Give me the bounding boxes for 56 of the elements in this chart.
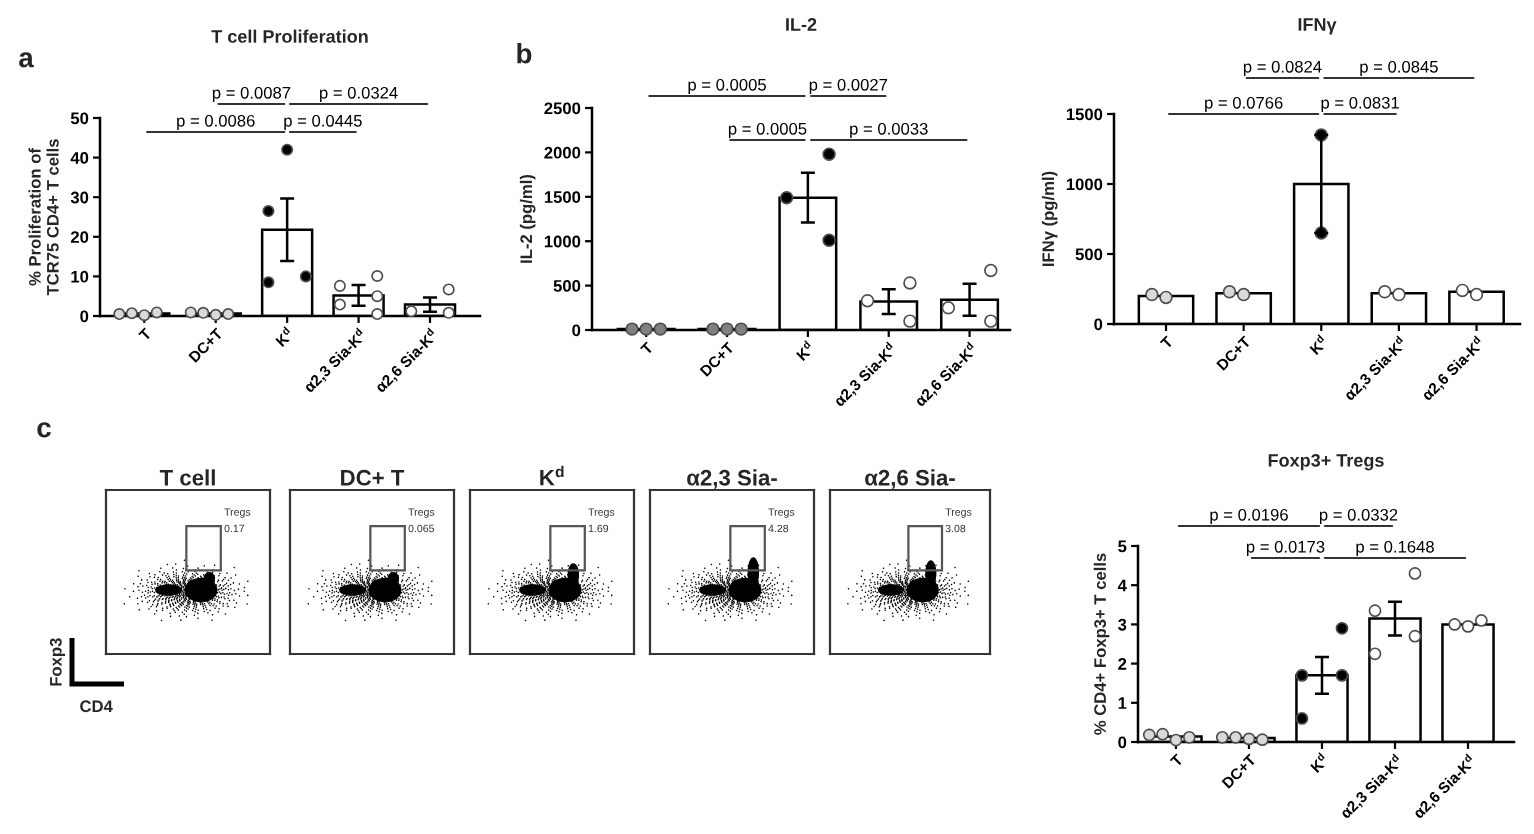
chart-title: IFNγ (1298, 18, 1337, 35)
y-tick-label: 2 (1118, 658, 1127, 670)
text: p = 0.0196 (1210, 508, 1288, 524)
text: α2,6 Sia- (865, 469, 955, 489)
y-axis-title: % Proliferation of TCR75 CD4+ T cells (28, 139, 59, 296)
text: a (19, 52, 34, 68)
text: T cell (159, 469, 215, 486)
chart-title: IL-2 (786, 18, 817, 31)
y-tick-label: 500 (1075, 248, 1103, 261)
y-tick-label: 0 (572, 324, 581, 337)
y-tick-label: 0 (80, 310, 89, 323)
y-tick-label: 1500 (1066, 108, 1103, 121)
text: p = 0.0005 (688, 78, 766, 94)
text: b (517, 43, 532, 64)
text: p = 0.0087 (212, 86, 291, 102)
chart-title: Foxp3+ Tregs (1268, 453, 1384, 471)
y-tick-label: 4 (1117, 579, 1127, 592)
annotation: p = 0.1648 (1356, 540, 1434, 556)
y-tick-label: 1000 (544, 235, 581, 248)
y-tick-label: 20 (70, 231, 89, 243)
annotation: p = 0.0005 (728, 122, 807, 138)
y-axis-title: IL-2 (pg/ml) (519, 174, 536, 263)
text: p = 0.0324 (320, 86, 398, 102)
y-tick-label: 50 (70, 112, 89, 125)
y-axis-title: IFNγ (pg/ml) (1041, 171, 1058, 267)
text: p = 0.0332 (1319, 508, 1398, 524)
y-tick-label: 1500 (544, 191, 581, 203)
text: p = 0.0845 (1360, 60, 1438, 76)
text: p = 0.0027 (809, 78, 888, 94)
y-tick-label: 1 (1118, 697, 1127, 709)
annotation: p = 0.0445 (284, 114, 362, 130)
text: Foxp3 (49, 638, 65, 686)
y-tick-label: 30 (70, 191, 89, 204)
annotation: p = 0.0086 (177, 114, 255, 130)
y-tick-label: 40 (70, 152, 89, 164)
y-tick-label: 2000 (544, 146, 581, 159)
annotation: p = 0.0173 (1246, 540, 1325, 556)
text: p = 0.0824 (1243, 60, 1322, 76)
annotation: p = 0.0033 (850, 122, 928, 138)
y-tick-label: 2500 (544, 102, 581, 115)
text: p = 0.0766 (1205, 96, 1283, 112)
y-tick-label: 5 (1118, 540, 1127, 553)
y-tick-label: 0 (1094, 318, 1103, 331)
text: α2,3 Sia- (687, 469, 777, 489)
y-tick-label: 0 (1118, 736, 1127, 749)
y-tick-label: 10 (71, 270, 89, 283)
y-tick-label: 3 (1118, 618, 1127, 631)
chart-title: T cell Proliferation (211, 29, 368, 43)
text: CD4 (80, 700, 113, 713)
y-tick-label: 1000 (1066, 178, 1103, 191)
text: c (37, 422, 51, 438)
text: p = 0.0831 (1321, 96, 1399, 112)
y-axis-title: % CD4+ Foxp3+ T cells (1093, 553, 1110, 735)
y-tick-label: 500 (553, 280, 581, 292)
text: K$^{d}$ (540, 465, 564, 486)
text: DC+ T (341, 469, 405, 486)
